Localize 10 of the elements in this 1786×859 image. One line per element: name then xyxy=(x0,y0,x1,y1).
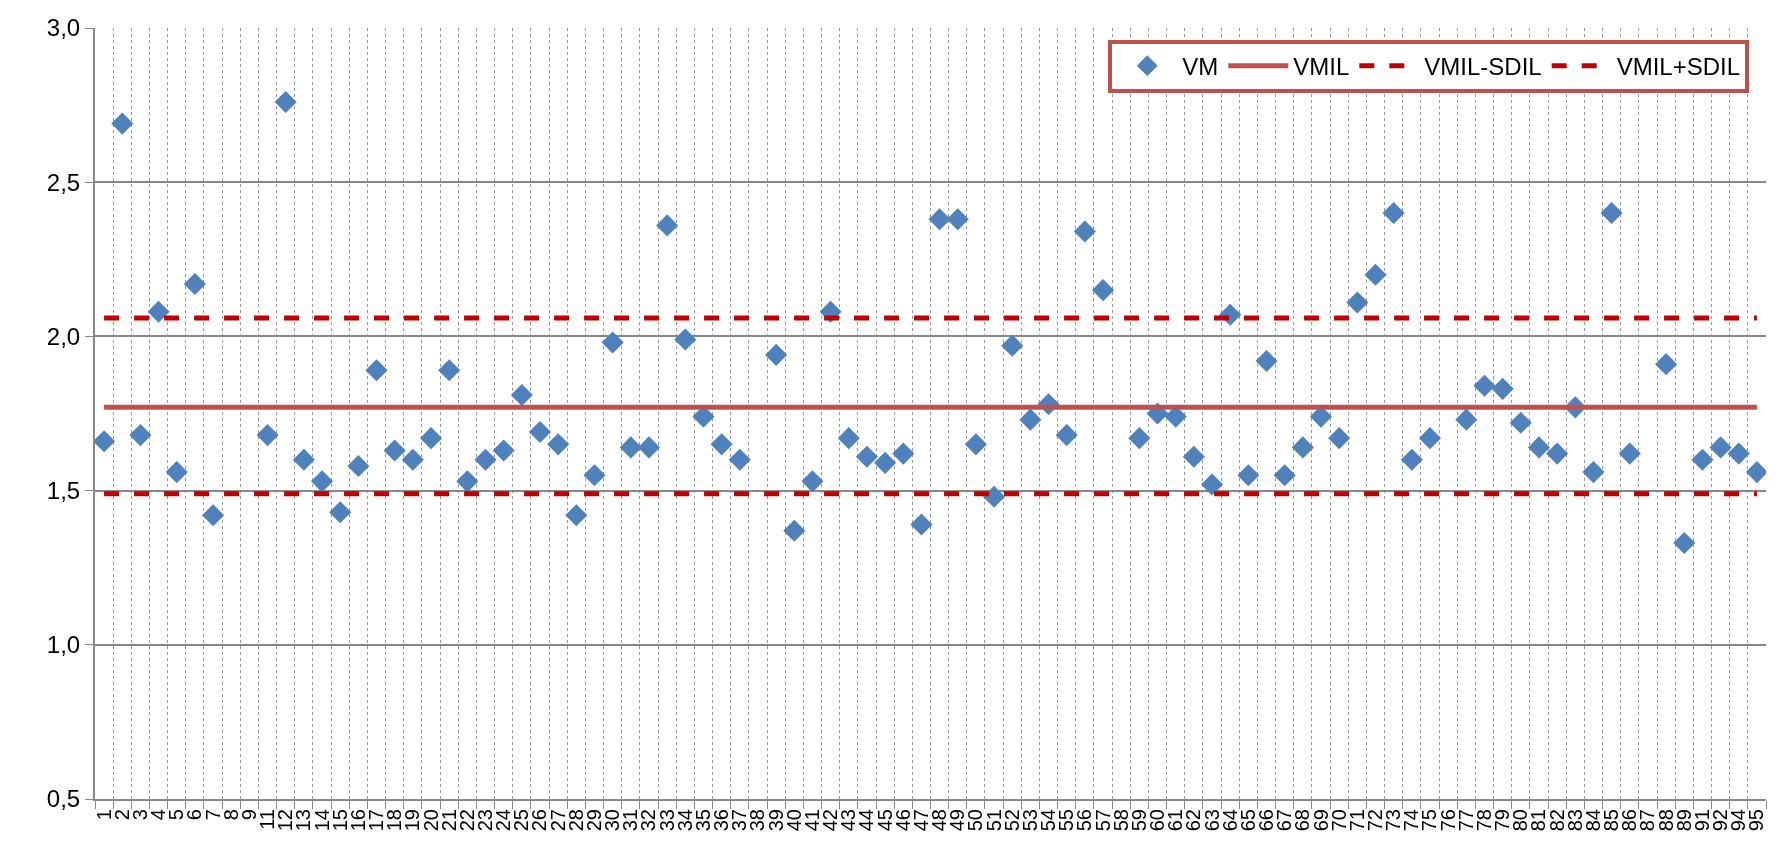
y-tick-label: 0,5 xyxy=(46,785,81,813)
y-tick-label: 2,0 xyxy=(46,322,81,350)
legend-label: VM xyxy=(1182,53,1219,81)
legend-label: VMIL+SDIL xyxy=(1616,53,1741,81)
y-tick-label: 3,0 xyxy=(46,14,81,42)
legend-label: VMIL-SDIL xyxy=(1424,53,1542,81)
y-tick-label: 2,5 xyxy=(46,168,81,196)
y-tick-label: 1,5 xyxy=(46,477,81,504)
legend-label: VMIL xyxy=(1293,53,1350,81)
y-tick-label: 1,0 xyxy=(46,631,81,659)
